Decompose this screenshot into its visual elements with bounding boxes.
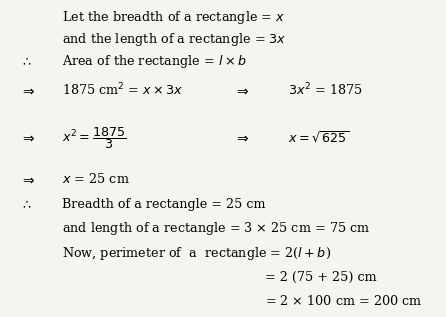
Text: $\Rightarrow$: $\Rightarrow$ bbox=[20, 131, 36, 145]
Text: = 2 $\times$ 100 cm = 200 cm: = 2 $\times$ 100 cm = 200 cm bbox=[265, 294, 423, 308]
Text: $3x^2$ = 1875: $3x^2$ = 1875 bbox=[288, 82, 362, 99]
Text: $x = \sqrt{625}$: $x = \sqrt{625}$ bbox=[288, 130, 349, 146]
Text: and the length of a rectangle = $3x$: and the length of a rectangle = $3x$ bbox=[62, 31, 287, 48]
Text: $\therefore$: $\therefore$ bbox=[20, 55, 32, 68]
Text: $\Rightarrow$: $\Rightarrow$ bbox=[20, 172, 36, 186]
Text: 1875 cm$^2$ = $x \times 3x$: 1875 cm$^2$ = $x \times 3x$ bbox=[62, 82, 184, 99]
Text: and length of a rectangle = 3 $\times$ 25 cm = 75 cm: and length of a rectangle = 3 $\times$ 2… bbox=[62, 220, 371, 237]
Text: Now, perimeter of  a  rectangle = 2($l + b$): Now, perimeter of a rectangle = 2($l + b… bbox=[62, 245, 331, 262]
Text: $\Rightarrow$: $\Rightarrow$ bbox=[20, 83, 36, 97]
Text: Area of the rectangle = $l \times b$: Area of the rectangle = $l \times b$ bbox=[62, 53, 248, 70]
Text: $\Rightarrow$: $\Rightarrow$ bbox=[234, 131, 250, 145]
Text: = 2 (75 + 25) cm: = 2 (75 + 25) cm bbox=[265, 271, 377, 284]
Text: $\Rightarrow$: $\Rightarrow$ bbox=[234, 83, 250, 97]
Text: $x$ = 25 cm: $x$ = 25 cm bbox=[62, 172, 130, 186]
Text: Breadth of a rectangle = 25 cm: Breadth of a rectangle = 25 cm bbox=[62, 198, 266, 211]
Text: $x^2 = \dfrac{1875}{3}$: $x^2 = \dfrac{1875}{3}$ bbox=[62, 125, 127, 151]
Text: Let the breadth of a rectangle = $x$: Let the breadth of a rectangle = $x$ bbox=[62, 9, 285, 26]
Text: $\therefore$: $\therefore$ bbox=[20, 198, 32, 211]
